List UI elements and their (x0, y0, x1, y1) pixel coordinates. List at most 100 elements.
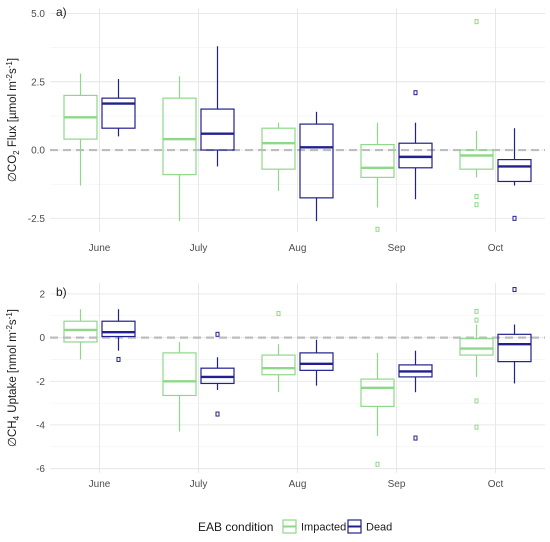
box-impacted-july (162, 76, 197, 222)
outlier-point (474, 424, 479, 430)
y-axis-label-part: 4 (12, 415, 21, 420)
outlier-point (215, 331, 220, 337)
box-impacted-oct (459, 19, 494, 208)
box-impacted-june (63, 309, 98, 360)
y-axis-label-part: nmol m (7, 332, 19, 370)
legend-title: EAB condition (198, 520, 273, 534)
y-axis-label-part: ] (7, 309, 19, 312)
series-dead (101, 46, 532, 222)
legend-label-dead: Dead (366, 522, 392, 534)
outlier-point (413, 90, 418, 96)
series-impacted (63, 308, 494, 467)
box-impacted-june (63, 73, 98, 186)
box-iqr (261, 127, 296, 170)
outlier-point (474, 308, 479, 314)
box-impacted-sep (360, 122, 395, 232)
series-dead (101, 287, 532, 441)
box-iqr (459, 149, 494, 170)
y-axis-label-part: Uptake [ (7, 369, 19, 416)
outlier-point (512, 287, 517, 293)
y-axis-label-part: -2 (5, 325, 14, 333)
outlier-point (474, 202, 479, 208)
box-dead-oct (497, 287, 532, 384)
box-dead-july (200, 331, 235, 417)
outlier-point (215, 411, 220, 417)
y-axis-label-part: s (7, 68, 19, 74)
legend: EAB condition Impacted Dead (198, 519, 392, 534)
box-iqr (497, 159, 532, 183)
y-tick-label: 2 (39, 289, 45, 300)
x-tick-label: June (89, 243, 111, 254)
box-iqr (398, 142, 433, 169)
y-axis-label-part: 2 (12, 150, 21, 155)
panel-label: b) (56, 285, 67, 299)
x-tick-label: Sep (388, 479, 406, 490)
y-tick-label: 0 (39, 333, 45, 344)
y-axis-label-part: -2 (5, 73, 14, 81)
box-iqr (360, 378, 395, 407)
outlier-point (276, 311, 281, 317)
box-iqr (63, 320, 98, 343)
box-dead-july (200, 46, 235, 167)
box-iqr (162, 352, 197, 397)
y-axis-label-part: s (7, 319, 19, 325)
y-tick-label: -4 (36, 420, 45, 431)
y-axis-label: ∅CH4 Uptake [nmol m-2s-1] (5, 309, 21, 447)
box-iqr (360, 143, 395, 178)
box-iqr (162, 97, 197, 176)
box-impacted-sep (360, 352, 395, 467)
panel-label: a) (56, 5, 67, 19)
outlier-point (474, 193, 479, 199)
box-dead-aug (299, 111, 334, 222)
outlier-point (375, 226, 380, 232)
outlier-point (474, 317, 479, 323)
outlier-point (375, 461, 380, 467)
y-axis-label: ∅CO2 Flux [µmol m-2s-1] (5, 58, 21, 182)
y-tick-label: -6 (36, 464, 45, 475)
x-tick-label: Oct (488, 243, 504, 254)
legend-label-impacted: Impacted (301, 522, 346, 534)
outlier-point (512, 215, 517, 221)
box-impacted-oct (459, 308, 494, 430)
box-iqr (261, 354, 296, 376)
x-tick-label: Oct (488, 479, 504, 490)
x-tick-label: Aug (289, 479, 307, 490)
outlier-point (474, 19, 479, 25)
box-impacted-aug (261, 311, 296, 393)
box-iqr (101, 320, 136, 338)
box-iqr (497, 333, 532, 363)
y-axis-label-part: ] (7, 58, 19, 61)
y-tick-label: 2.5 (31, 77, 45, 88)
y-axis-label-part: ∅CO (7, 155, 19, 182)
y-axis-label-part: -1 (5, 312, 14, 320)
box-dead-sep (398, 350, 433, 441)
y-tick-label: 5.0 (31, 9, 45, 20)
y-axis-label-part: µmol m (7, 81, 19, 119)
x-tick-label: Aug (289, 243, 307, 254)
x-tick-label: July (190, 243, 208, 254)
panel-ch4-uptake: 2 0 -2 -4 -6 June July Aug Sep Oct b) ∅CH4 Uptake [… (5, 283, 545, 490)
box-dead-june (101, 309, 136, 362)
x-tick-label: June (89, 479, 111, 490)
outlier-point (116, 356, 121, 362)
x-tick-label: July (190, 479, 208, 490)
y-tick-label: 0.0 (31, 146, 45, 157)
x-tick-label: Sep (388, 243, 406, 254)
y-tick-label: -2.5 (28, 214, 46, 225)
box-iqr (459, 338, 494, 356)
box-impacted-july (162, 341, 197, 432)
y-tick-label: -2 (36, 377, 45, 388)
box-impacted-aug (261, 122, 296, 192)
series-impacted (63, 19, 494, 232)
box-dead-oct (497, 128, 532, 221)
y-axis-label-part: ∅CH (7, 420, 19, 447)
y-axis-label-part: Flux [ (7, 118, 19, 150)
panel-co2-flux: 5.0 2.5 0.0 -2.5 June July Aug Sep Oct a) ∅CO2 Flu… (5, 5, 545, 254)
box-dead-june (101, 79, 136, 137)
box-iqr (101, 97, 136, 129)
box-dead-sep (398, 90, 433, 200)
box-iqr (200, 108, 235, 151)
box-iqr (299, 352, 334, 371)
